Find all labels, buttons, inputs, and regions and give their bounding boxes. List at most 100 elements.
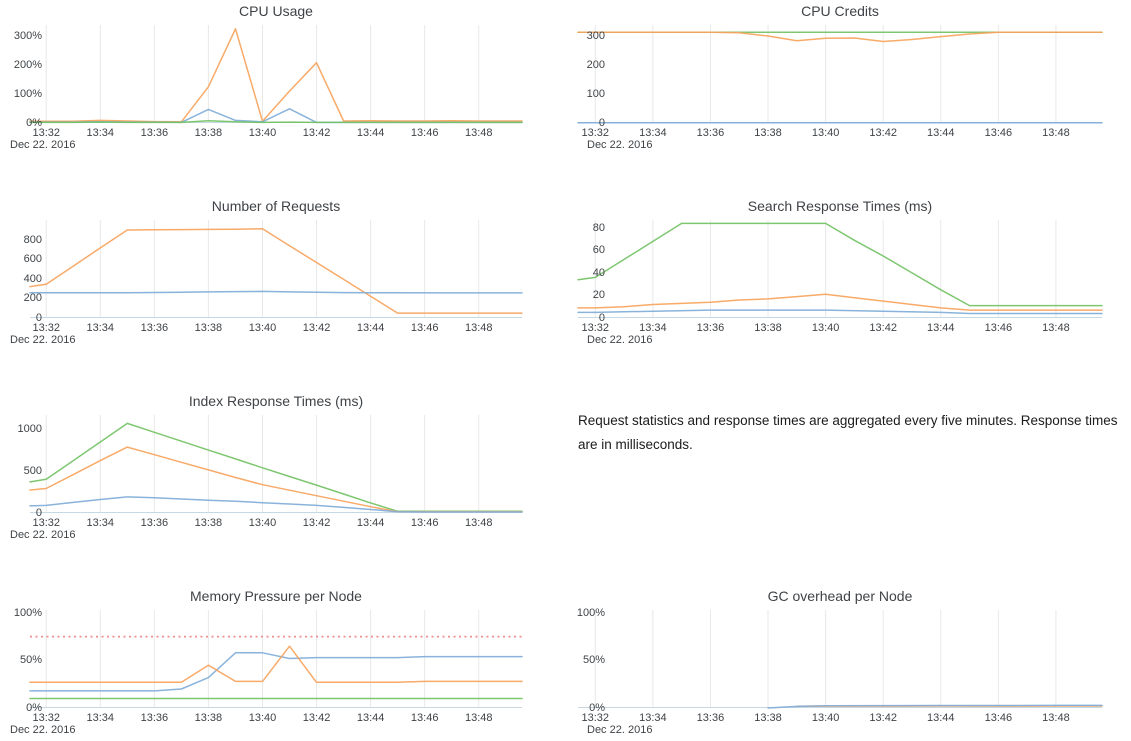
y-tick-label: 800	[23, 233, 42, 246]
y-tick-label: 0	[598, 117, 605, 129]
plot-area-gc-overhead[interactable]	[578, 610, 1103, 709]
series-line-blue	[767, 704, 1103, 709]
y-tick-label: 300%	[13, 30, 42, 43]
plot-area-number-of-requests[interactable]	[29, 220, 523, 319]
chart-title: CPU Usage	[239, 3, 313, 19]
x-tick-label: 13:44	[356, 322, 385, 334]
chart-search-response-times: Search Response Times (ms) 0 20 40 60 80 13:32…	[565, 195, 1130, 355]
date-label: Dec 22. 2016	[587, 334, 653, 346]
y-tick-label: 100%	[576, 606, 605, 619]
x-tick-label: 13:34	[86, 127, 115, 139]
x-tick-label: 13:34	[639, 712, 667, 724]
x-tick-label: 13:48	[1042, 322, 1070, 334]
series-line-green	[577, 222, 1103, 307]
x-tick-label: 13:40	[248, 712, 277, 724]
y-tick-label: 0%	[589, 702, 605, 714]
y-tick-label: 0	[598, 312, 605, 324]
y-tick-label: 100%	[13, 606, 42, 619]
x-tick-label: 13:40	[811, 322, 840, 334]
y-tick-label: 1000	[17, 422, 42, 435]
x-tick-label: 13:42	[869, 712, 897, 724]
y-tick-label: 600	[23, 253, 42, 266]
x-tick-label: 13:44	[927, 127, 955, 139]
y-tick-label: 100	[586, 88, 605, 100]
x-tick-label: 13:34	[639, 127, 667, 139]
y-tick-label: 0%	[26, 117, 42, 129]
x-tick-label: 13:48	[1042, 712, 1070, 724]
x-tick-label: 13:40	[811, 127, 840, 139]
chart-cpu-usage: CPU Usage 0% 100% 200% 300% 13:32 13:34 13:36 13…	[0, 0, 565, 160]
series-line-orange	[29, 446, 523, 513]
chart-memory-pressure: Memory Pressure per Node 0% 50% 100% 13:32 13…	[0, 585, 565, 741]
y-tick-label: 300	[586, 30, 605, 43]
y-tick-label: 40	[592, 266, 605, 279]
date-label: Dec 22. 2016	[587, 139, 653, 151]
chart-gc-overhead: GC overhead per Node 0% 50% 100% 13:32 13:34 1…	[565, 585, 1130, 741]
chart-index-response-times: Index Response Times (ms) 0 500 1000 13:32 13…	[0, 390, 565, 550]
x-tick-label: 13:36	[696, 322, 725, 334]
plot-area-search-response-times[interactable]	[577, 220, 1103, 319]
x-tick-label: 13:46	[984, 322, 1013, 334]
chart-cpu-credits: CPU Credits 0 100 200 300 13:32 13:34 13:36 13:3…	[565, 0, 1130, 160]
date-label: Dec 22. 2016	[10, 529, 76, 541]
series-line-orange	[577, 293, 1103, 311]
date-label: Dec 22. 2016	[10, 724, 76, 736]
x-tick-label: 13:48	[464, 517, 493, 529]
plot-area-cpu-usage[interactable]	[29, 25, 523, 124]
date-label: Dec 22. 2016	[10, 139, 76, 151]
y-tick-label: 50%	[19, 654, 42, 667]
x-tick-label: 13:42	[869, 127, 897, 139]
x-tick-label: 13:48	[1042, 127, 1070, 139]
x-tick-label: 13:44	[356, 127, 385, 139]
x-tick-label: 13:36	[140, 322, 169, 334]
plot-area-cpu-credits[interactable]	[577, 25, 1103, 124]
x-tick-label: 13:36	[140, 517, 169, 529]
series-line-blue	[29, 290, 523, 294]
y-tick-label: 500	[23, 464, 42, 477]
x-tick-label: 13:38	[754, 712, 782, 724]
x-tick-label: 13:42	[302, 517, 331, 529]
x-tick-label: 13:36	[140, 712, 169, 724]
y-tick-label: 200	[586, 59, 605, 71]
series-line-blue	[577, 309, 1103, 315]
x-tick-label: 13:32	[581, 322, 610, 334]
series-line-orange	[29, 228, 523, 314]
x-tick-label: 13:46	[984, 127, 1013, 139]
x-tick-label: 13:44	[927, 322, 955, 334]
x-tick-label: 13:40	[811, 712, 840, 724]
x-tick-label: 13:32	[581, 712, 610, 724]
series-line-orange	[29, 645, 523, 684]
y-tick-label: 80	[592, 221, 605, 234]
x-tick-label: 13:32	[32, 322, 60, 334]
aggregation-note: Request statistics and response times ar…	[578, 413, 1118, 452]
y-tick-label: 0	[35, 507, 42, 519]
x-tick-label: 13:32	[32, 517, 60, 529]
series-line-orange	[577, 31, 1103, 43]
chart-title: GC overhead per Node	[767, 588, 913, 604]
x-tick-label: 13:44	[927, 712, 955, 724]
x-tick-label: 13:38	[754, 322, 782, 334]
series-line-blue	[29, 652, 523, 692]
x-tick-label: 13:46	[410, 322, 439, 334]
x-tick-label: 13:36	[696, 712, 725, 724]
x-tick-label: 13:48	[464, 127, 493, 139]
chart-title: CPU Credits	[801, 3, 879, 19]
x-tick-label: 13:44	[356, 712, 385, 724]
x-tick-label: 13:34	[86, 517, 115, 529]
plot-area-index-response-times[interactable]	[29, 415, 523, 514]
x-tick-label: 13:46	[410, 712, 439, 724]
y-tick-label: 20	[592, 289, 605, 302]
x-tick-label: 13:32	[32, 712, 60, 724]
chart-title: Memory Pressure per Node	[190, 588, 362, 604]
x-tick-label: 13:38	[194, 127, 223, 139]
x-tick-label: 13:42	[869, 322, 897, 334]
series-line-blue	[29, 496, 523, 513]
x-tick-label: 13:48	[464, 712, 493, 724]
x-tick-label: 13:40	[248, 322, 277, 334]
x-tick-label: 13:42	[302, 127, 331, 139]
chart-title: Search Response Times (ms)	[747, 198, 933, 214]
x-tick-label: 13:36	[140, 127, 169, 139]
plot-area-memory-pressure[interactable]	[29, 610, 523, 709]
series-line-green	[29, 422, 523, 513]
